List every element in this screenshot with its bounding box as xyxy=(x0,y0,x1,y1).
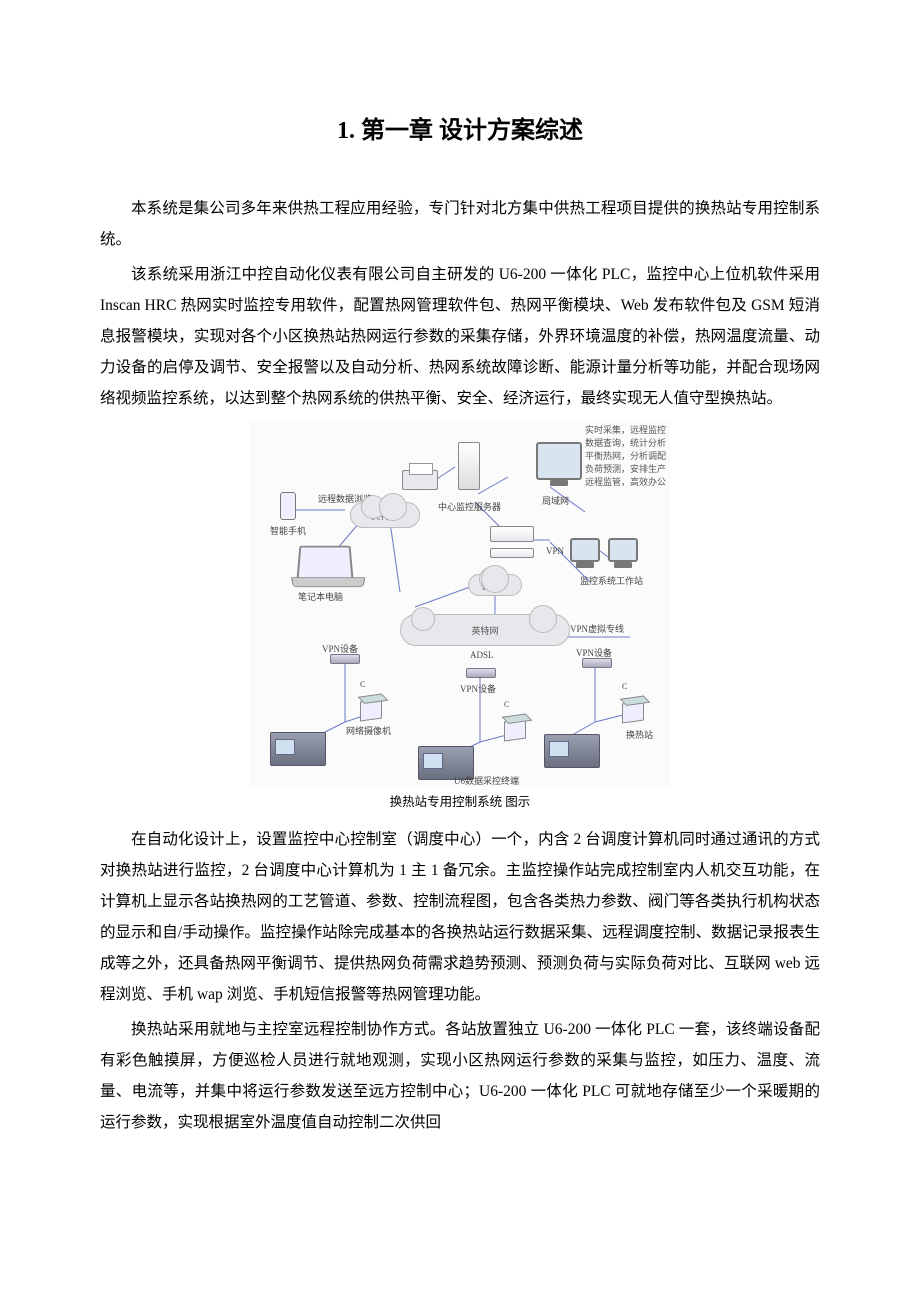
feature-line: 负荷预测，安排生产 xyxy=(585,463,666,476)
internet-cloud-1: 英特网 xyxy=(350,502,420,528)
server-tower-icon xyxy=(458,442,480,490)
workstation-label: 监控系统工作站 xyxy=(580,574,643,587)
feature-line: 平衡热网，分析调配 xyxy=(585,450,666,463)
vpn-device-2-icon xyxy=(466,668,496,678)
letter-c-1: C xyxy=(360,680,365,689)
camera-label: 网络摄像机 xyxy=(346,724,391,737)
diagram-feature-list: 实时采集，远程监控 数据查询，统计分析 平衡热网，分析调配 负荷预测，安排生产 … xyxy=(585,424,666,489)
vpn-device-2-label: VPN设备 xyxy=(460,682,496,695)
laptop-label: 笔记本电脑 xyxy=(298,590,343,603)
vpn-device-3-label: VPN设备 xyxy=(576,646,612,659)
smartphone-label: 智能手机 xyxy=(270,524,306,537)
fixed-ip-label: 固定IP xyxy=(482,579,508,592)
cube-2-icon xyxy=(504,718,526,741)
internet-cloud-2-label: 英特网 xyxy=(471,624,498,637)
feature-line: 数据查询，统计分析 xyxy=(585,437,666,450)
vpn-box-icon xyxy=(490,548,534,558)
paragraph-2: 该系统采用浙江中控自动化仪表有限公司自主研发的 U6-200 一体化 PLC，监… xyxy=(100,259,820,414)
laptop-icon xyxy=(296,546,353,580)
internet-cloud-1-label: 英特网 xyxy=(371,509,398,522)
adsl-label: ADSL xyxy=(470,650,494,660)
internet-cloud-2: 英特网 xyxy=(400,614,570,646)
printer-icon xyxy=(402,470,438,490)
plc-1-icon xyxy=(270,732,326,766)
fixed-ip-cloud: 固定IP xyxy=(468,574,522,596)
plc-3-icon xyxy=(544,734,600,768)
smartphone-icon xyxy=(280,492,296,520)
paragraph-3: 在自动化设计上，设置监控中心控制室（调度中心）一个，内含 2 台调度计算机同时通… xyxy=(100,824,820,1010)
feature-line: 实时采集，远程监控 xyxy=(585,424,666,437)
chapter-heading: 1. 第一章 设计方案综述 xyxy=(100,110,820,145)
paragraph-1: 本系统是集公司多年来供热工程应用经验，专门针对北方集中供热工程项目提供的换热站专… xyxy=(100,193,820,255)
paragraph-4: 换热站采用就地与主控室远程控制协作方式。各站放置独立 U6-200 一体化 PL… xyxy=(100,1014,820,1138)
vpn-device-1-label: VPN设备 xyxy=(322,642,358,655)
center-server-label: 中心监控服务器 xyxy=(438,500,501,513)
letter-c-3: C xyxy=(622,682,627,691)
lan-label: 局域网 xyxy=(542,494,569,507)
system-diagram: 实时采集，远程监控 数据查询，统计分析 平衡热网，分析调配 负荷预测，安排生产 … xyxy=(250,422,670,787)
vpn-label: VPN xyxy=(546,546,564,556)
workstation-monitor-2-icon xyxy=(608,538,638,562)
u6-terminal-label: U6数据采控终端 xyxy=(454,774,519,787)
feature-line: 远程监管，高效办公 xyxy=(585,476,666,489)
lan-hub-icon xyxy=(490,526,534,542)
diagram-caption: 换热站专用控制系统 图示 xyxy=(100,791,820,810)
letter-c-2: C xyxy=(504,700,509,709)
vpn-device-1-icon xyxy=(330,654,360,664)
vpn-line-label: VPN虚拟专线 xyxy=(570,622,624,635)
camera-icon xyxy=(360,698,382,721)
monitor-icon xyxy=(536,442,582,480)
workstation-monitor-1-icon xyxy=(570,538,600,562)
heat-station-label: 换热站 xyxy=(626,728,653,741)
vpn-device-3-icon xyxy=(582,658,612,668)
cube-3-icon xyxy=(622,700,644,723)
